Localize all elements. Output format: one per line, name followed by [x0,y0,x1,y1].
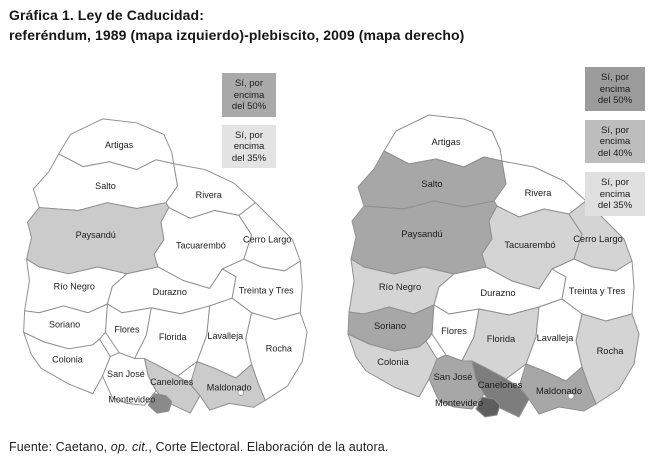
department-label-paysandu: Paysandú [401,229,442,239]
department-label-durazno: Durazno [153,287,187,297]
department-canelones [143,358,201,414]
map-panel-1989: Artigas Salto Rivera Paysandú Tacuarembó Cerr… [8,68,322,430]
legend-item-line: del 40% [597,147,633,159]
legend-item-line: encima [233,141,265,152]
department-rocha [245,312,308,401]
source-prefix: Fuente: Caetano, [9,440,111,454]
source-suffix: , Corte Electoral. Elaboración de la aut… [148,440,389,454]
department-label-san_jose: San José [107,369,145,379]
department-rocha [575,313,640,405]
legend-item-line: del 35% [597,200,633,211]
department-label-cerro_largo: Cerro Largo [243,235,291,245]
department-label-artigas: Artigas [105,140,134,150]
department-label-soriano: Soriano [49,319,80,329]
legend-item-2009-0: Sí, por encima del 50% [585,67,645,111]
department-label-flores: Flores [114,324,140,334]
legend-item-1989-0: Sí, por encima del 50% [222,73,276,117]
lagoon-mark [237,389,245,396]
department-label-rio_negro: Río Negro [379,282,421,292]
department-label-durazno: Durazno [480,288,515,298]
legend-item-line: Sí, por [601,177,629,188]
department-label-salto: Salto [95,181,116,191]
legend-item-line: encima [599,188,631,200]
lagoon-mark [567,392,575,400]
figure-title: Gráfica 1. Ley de Caducidad: referéndum,… [9,5,464,45]
department-label-lavalleja: Lavalleja [537,333,575,343]
legend-2009: Sí, por encima del 50% Sí, por encima del 40%… [585,67,645,216]
department-label-soriano: Soriano [374,321,406,331]
legend-item-line: Sí, por [235,129,263,141]
legend-item-2009-2: Sí, por encima del 35% [585,172,645,216]
department-label-paysandu: Paysandú [76,230,116,240]
department-label-colonia: Colonia [377,357,409,367]
department-treinta_y_tres [221,258,303,321]
department-label-san_jose: San José [434,372,473,382]
department-label-artigas: Artigas [432,137,461,147]
source-italic: op. cit. [110,440,149,454]
department-label-colonia: Colonia [52,354,84,364]
legend-item-line: del 35% [231,152,267,164]
legend-item-line: del 50% [597,95,633,106]
department-maldonado [518,363,597,415]
source-note: Fuente: Caetano, op. cit., Corte Elector… [9,440,388,454]
department-label-flores: Flores [441,326,467,336]
department-label-rivera: Rivera [525,188,553,198]
department-label-montevideo: Montevideo [108,394,155,404]
title-line-1: Gráfica 1. Ley de Caducidad: [9,7,204,23]
department-treinta_y_tres [551,258,635,322]
legend-item-line: Sí, por [601,124,629,136]
department-label-florida: Florida [487,334,516,344]
department-label-lavalleja: Lavalleja [207,331,244,341]
department-florida [134,305,211,377]
department-montevideo [147,393,173,414]
legend-item-line: del 50% [231,101,267,112]
department-label-cerro_largo: Cerro Largo [573,234,623,244]
title-line-2: referéndum, 1989 (mapa izquierdo)-plebis… [9,27,465,43]
department-label-maldonado: Maldonado [536,386,582,396]
department-label-maldonado: Maldonado [207,383,252,393]
uruguay-map-1989: Artigas Salto Rivera Paysandú Tacuarembó Cerr… [23,118,308,414]
department-label-canelones: Canelones [478,380,523,390]
department-label-tacuarembo: Tacuarembó [176,240,226,250]
legend-item-2009-1: Sí, por encima del 40% [585,119,645,163]
legend-item-line: Sí, por [235,78,263,89]
department-label-treinta_y_tres: Treinta y Tres [239,285,294,295]
legend-item-line: encima [599,83,631,95]
department-label-tacuarembo: Tacuarembó [504,240,555,250]
department-label-florida: Florida [159,332,188,342]
legend-item-line: encima [233,89,265,101]
legend-item-line: encima [599,136,631,147]
department-label-rocha: Rocha [597,346,625,356]
legend-item-line: Sí, por [601,72,629,83]
department-label-rio_negro: Río Negro [54,281,95,291]
department-label-treinta_y_tres: Treinta y Tres [569,286,626,296]
legend-1989: Sí, por encima del 50% Sí, por encima del 35% [222,73,276,168]
department-label-canelones: Canelones [150,377,194,387]
uruguay-map-2009: Artigas Salto Rivera Paysandú Tacuarembó Cerr… [347,114,640,418]
department-label-montevideo: Montevideo [435,398,483,408]
department-florida [461,306,540,380]
map-panel-2009: Artigas Salto Rivera Paysandú Tacuarembó Cerr… [328,63,650,433]
department-label-salto: Salto [421,179,442,189]
department-canelones [471,360,530,418]
department-label-rocha: Rocha [266,344,293,354]
department-maldonado [189,360,266,411]
department-label-rivera: Rivera [196,190,223,200]
legend-item-1989-1: Sí, por encima del 35% [222,124,276,168]
department-montevideo [475,396,501,418]
